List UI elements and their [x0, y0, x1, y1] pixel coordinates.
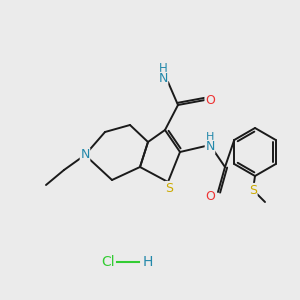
Text: N: N — [158, 73, 168, 85]
Text: H: H — [143, 255, 153, 269]
Text: S: S — [249, 184, 257, 196]
Text: H: H — [159, 62, 167, 76]
Text: H: H — [206, 132, 214, 142]
Text: N: N — [205, 140, 215, 154]
Text: N: N — [80, 148, 90, 161]
Text: S: S — [165, 182, 173, 194]
Text: Cl: Cl — [101, 255, 115, 269]
Text: O: O — [205, 190, 215, 202]
Text: O: O — [205, 94, 215, 106]
